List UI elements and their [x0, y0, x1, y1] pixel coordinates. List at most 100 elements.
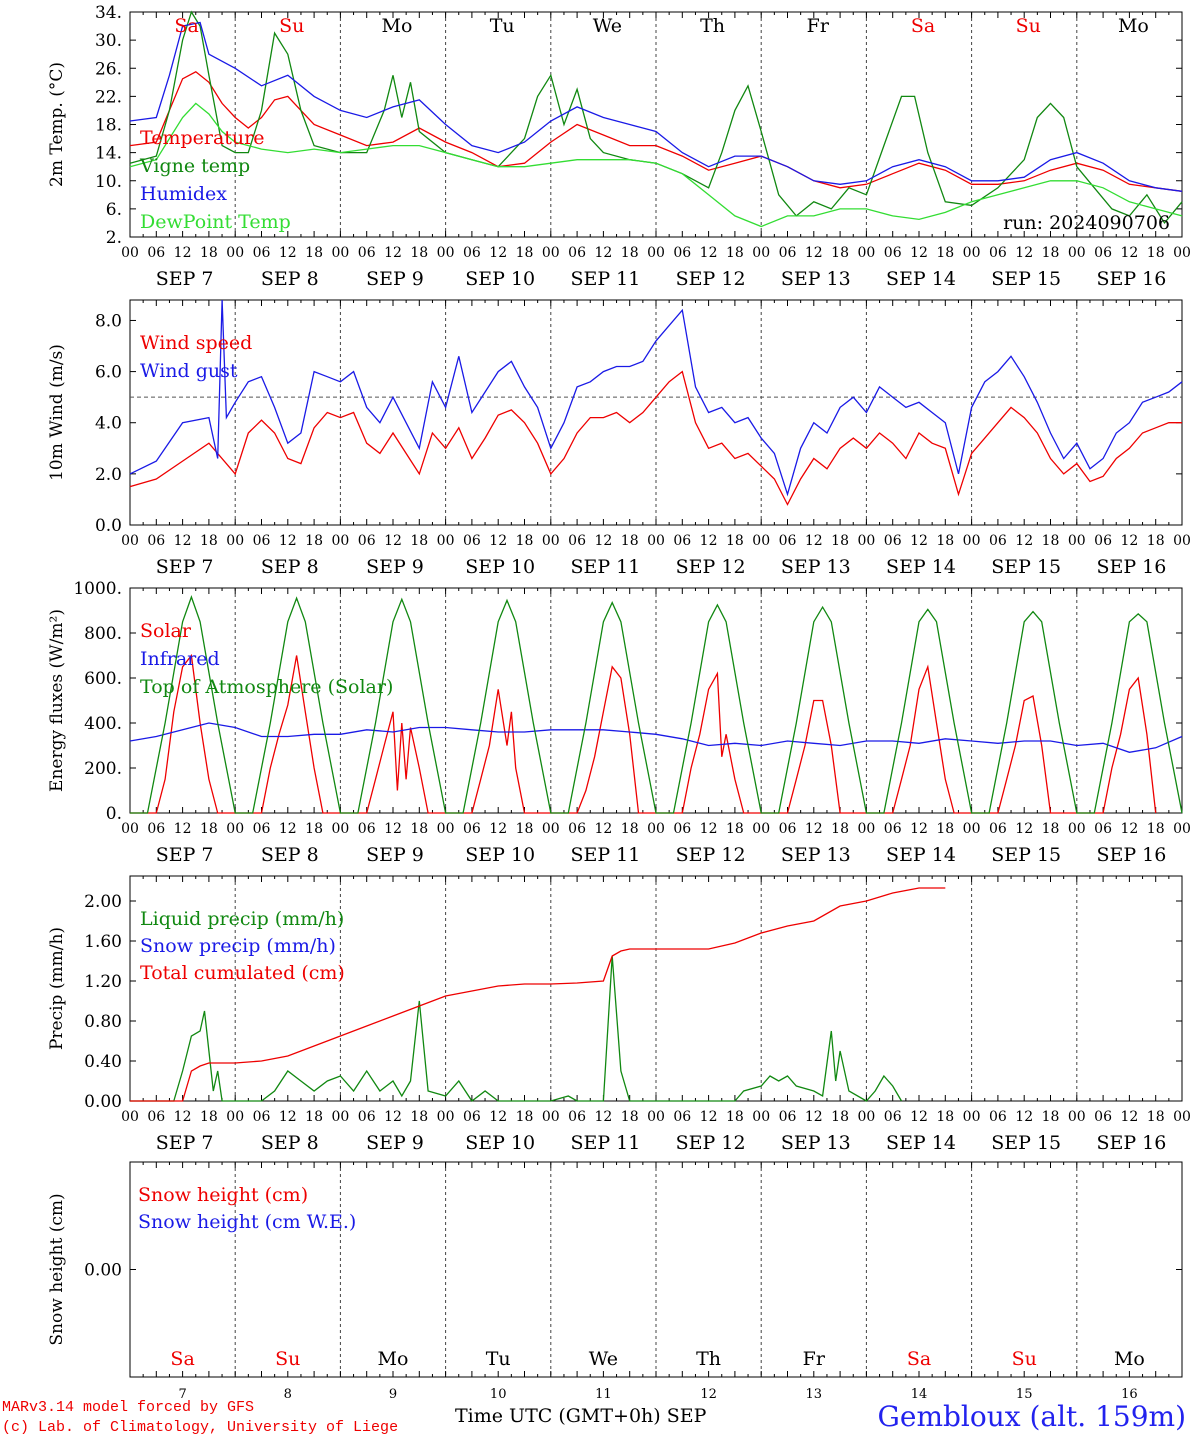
legend-entry: Vigne temp	[139, 155, 250, 177]
hour-tick-label: 12	[489, 533, 507, 549]
hour-tick-label: 06	[884, 533, 902, 549]
hour-tick-label: 18	[726, 245, 744, 261]
hour-tick-label: 12	[594, 821, 612, 837]
hour-tick-label: 06	[253, 533, 271, 549]
date-label: SEP 15	[991, 1132, 1061, 1154]
series-line-wind-gust	[129, 299, 1183, 497]
hour-tick-label: 06	[779, 821, 797, 837]
y-tick-label: 34.	[95, 3, 122, 23]
hour-tick-label: 00	[1173, 533, 1191, 549]
date-label: SEP 11	[570, 268, 640, 290]
hour-tick-label: 18	[726, 1109, 744, 1125]
legend-entry: Top of Atmosphere (Solar)	[140, 676, 393, 698]
hour-tick-label: 06	[673, 821, 691, 837]
y-tick-label: 8.0	[95, 311, 122, 331]
day-of-week-label: Th	[696, 1348, 721, 1370]
date-label: SEP 9	[366, 556, 424, 578]
date-label: SEP 16	[1096, 844, 1166, 866]
hour-tick-label: 00	[226, 245, 244, 261]
hour-tick-label: 12	[174, 821, 192, 837]
hour-tick-label: 12	[700, 245, 718, 261]
series-line-total-cumulated-cm-	[130, 887, 946, 1102]
hour-tick-label: 12	[805, 533, 823, 549]
y-tick-label: 400.	[84, 714, 122, 734]
hour-tick-label: 18	[831, 245, 849, 261]
y-tick-label: 1000.	[73, 579, 122, 599]
hour-tick-label: 00	[226, 821, 244, 837]
hour-tick-label: 00	[331, 533, 349, 549]
series-line-top-of-atmosphere-solar-	[130, 595, 1183, 814]
date-label: SEP 10	[465, 844, 535, 866]
hour-tick-label: 00	[1068, 245, 1086, 261]
hour-tick-label: 06	[463, 1109, 481, 1125]
date-label: SEP 8	[261, 1132, 319, 1154]
hour-tick-label: 00	[437, 821, 455, 837]
hour-tick-label: 18	[726, 533, 744, 549]
series-line-liquid-precip-mm-h-	[130, 955, 903, 1102]
hour-tick-label: 06	[989, 245, 1007, 261]
hour-tick-label: 18	[726, 821, 744, 837]
hour-tick-label: 12	[279, 245, 297, 261]
hour-tick-label: 06	[1094, 533, 1112, 549]
legend-entry: Total cumulated (cm)	[140, 962, 345, 984]
y-tick-label: 2.0	[95, 465, 122, 485]
day-number-label: 10	[490, 1387, 507, 1402]
day-number-label: 8	[284, 1387, 292, 1402]
day-of-week-label: We	[593, 15, 622, 37]
day-number-label: 14	[911, 1387, 928, 1402]
hour-tick-label: 06	[1094, 821, 1112, 837]
hour-tick-label: 12	[279, 821, 297, 837]
hour-tick-label: 18	[200, 821, 218, 837]
date-label: SEP 10	[465, 268, 535, 290]
hour-tick-label: 00	[542, 533, 560, 549]
day-of-week-label: Su	[1012, 1348, 1037, 1370]
hour-tick-label: 00	[647, 821, 665, 837]
y-tick-label: 0.0	[95, 516, 122, 536]
y-axis-label: Precip (mm/h)	[47, 927, 67, 1050]
series-line-infrared	[129, 722, 1183, 753]
hour-tick-label: 00	[226, 1109, 244, 1125]
hour-tick-label: 18	[1042, 821, 1060, 837]
legend-entry: DewPoint Temp	[140, 211, 291, 233]
hour-tick-label: 06	[147, 1109, 165, 1125]
hour-tick-label: 18	[410, 533, 428, 549]
hour-tick-label: 06	[673, 1109, 691, 1125]
day-of-week-label: Mo	[378, 1348, 409, 1370]
hour-tick-label: 12	[1120, 245, 1138, 261]
y-tick-label: 600.	[84, 669, 122, 689]
hour-tick-label: 00	[752, 821, 770, 837]
hour-tick-label: 06	[568, 533, 586, 549]
hour-tick-label: 00	[331, 245, 349, 261]
hour-tick-label: 18	[410, 821, 428, 837]
hour-tick-label: 06	[147, 245, 165, 261]
hour-tick-label: 00	[1068, 821, 1086, 837]
hour-tick-label: 12	[910, 1109, 928, 1125]
hour-tick-label: 00	[331, 821, 349, 837]
hour-tick-label: 00	[226, 533, 244, 549]
hour-tick-label: 12	[594, 533, 612, 549]
hour-tick-label: 00	[1173, 1109, 1191, 1125]
hour-tick-label: 00	[752, 1109, 770, 1125]
hour-tick-label: 12	[1120, 1109, 1138, 1125]
day-of-week-label: Su	[275, 1348, 300, 1370]
hour-tick-label: 06	[358, 821, 376, 837]
hour-tick-label: 18	[516, 245, 534, 261]
date-label: SEP 7	[156, 844, 214, 866]
hour-tick-label: 06	[568, 1109, 586, 1125]
date-label: SEP 14	[886, 556, 956, 578]
day-of-week-label: Tu	[486, 1348, 511, 1370]
y-axis-label: 10m Wind (m/s)	[47, 344, 67, 481]
hour-tick-label: 06	[147, 821, 165, 837]
hour-tick-label: 18	[621, 533, 639, 549]
hour-tick-label: 12	[384, 245, 402, 261]
date-label: SEP 7	[156, 268, 214, 290]
hour-tick-label: 00	[121, 1109, 139, 1125]
hour-tick-label: 12	[910, 533, 928, 549]
day-of-week-label: Sa	[907, 1348, 931, 1370]
hour-tick-label: 06	[884, 245, 902, 261]
hour-tick-label: 12	[174, 245, 192, 261]
hour-tick-label: 12	[1120, 821, 1138, 837]
date-label: SEP 13	[781, 268, 851, 290]
hour-tick-label: 18	[1042, 533, 1060, 549]
